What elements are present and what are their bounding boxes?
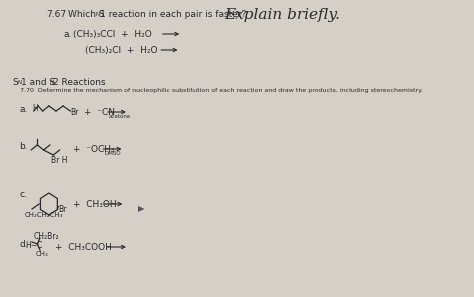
Text: 2 Reactions: 2 Reactions — [54, 78, 106, 87]
Text: ▶: ▶ — [138, 204, 144, 213]
Text: 1 reaction in each pair is faster?: 1 reaction in each pair is faster? — [100, 10, 246, 19]
Text: (CH₃)₃CCl  +  H₂O: (CH₃)₃CCl + H₂O — [73, 30, 152, 39]
Text: c.: c. — [19, 190, 27, 199]
Text: 1 and S: 1 and S — [21, 78, 55, 87]
Text: b.: b. — [19, 142, 28, 151]
Text: Br: Br — [58, 205, 67, 214]
Text: N: N — [50, 80, 54, 85]
Text: N: N — [96, 12, 100, 17]
Text: a.: a. — [19, 105, 28, 114]
Text: d.: d. — [19, 240, 28, 249]
Text: H−C: H−C — [25, 241, 42, 250]
Text: acetone: acetone — [109, 114, 131, 119]
Text: S: S — [12, 78, 18, 87]
Text: DMSO: DMSO — [105, 151, 121, 156]
Text: +  CH₃OH: + CH₃OH — [73, 200, 117, 209]
Text: Br: Br — [70, 108, 79, 117]
Text: +  ⁻OCH₃: + ⁻OCH₃ — [73, 145, 115, 154]
Text: Which S: Which S — [68, 10, 104, 19]
Text: +  CH₃COOH: + CH₃COOH — [55, 243, 112, 252]
Text: a.: a. — [64, 30, 73, 39]
Text: +  ⁻CN: + ⁻CN — [84, 108, 116, 117]
Text: CH₂Br₂: CH₂Br₂ — [34, 232, 59, 241]
Text: 7.70  Determine the mechanism of nucleophilic substitution of each reaction and : 7.70 Determine the mechanism of nucleoph… — [19, 88, 422, 93]
Text: CH₃: CH₃ — [36, 251, 48, 257]
Text: H: H — [32, 104, 38, 113]
Text: N: N — [18, 80, 22, 85]
Text: CH₂CH₂CH₃: CH₂CH₂CH₃ — [25, 212, 64, 218]
Text: Explain briefly.: Explain briefly. — [224, 8, 340, 22]
Text: Br H: Br H — [51, 156, 67, 165]
Text: (CH₃)₂Cl  +  H₂O: (CH₃)₂Cl + H₂O — [85, 46, 158, 55]
Text: 7.67: 7.67 — [46, 10, 66, 19]
